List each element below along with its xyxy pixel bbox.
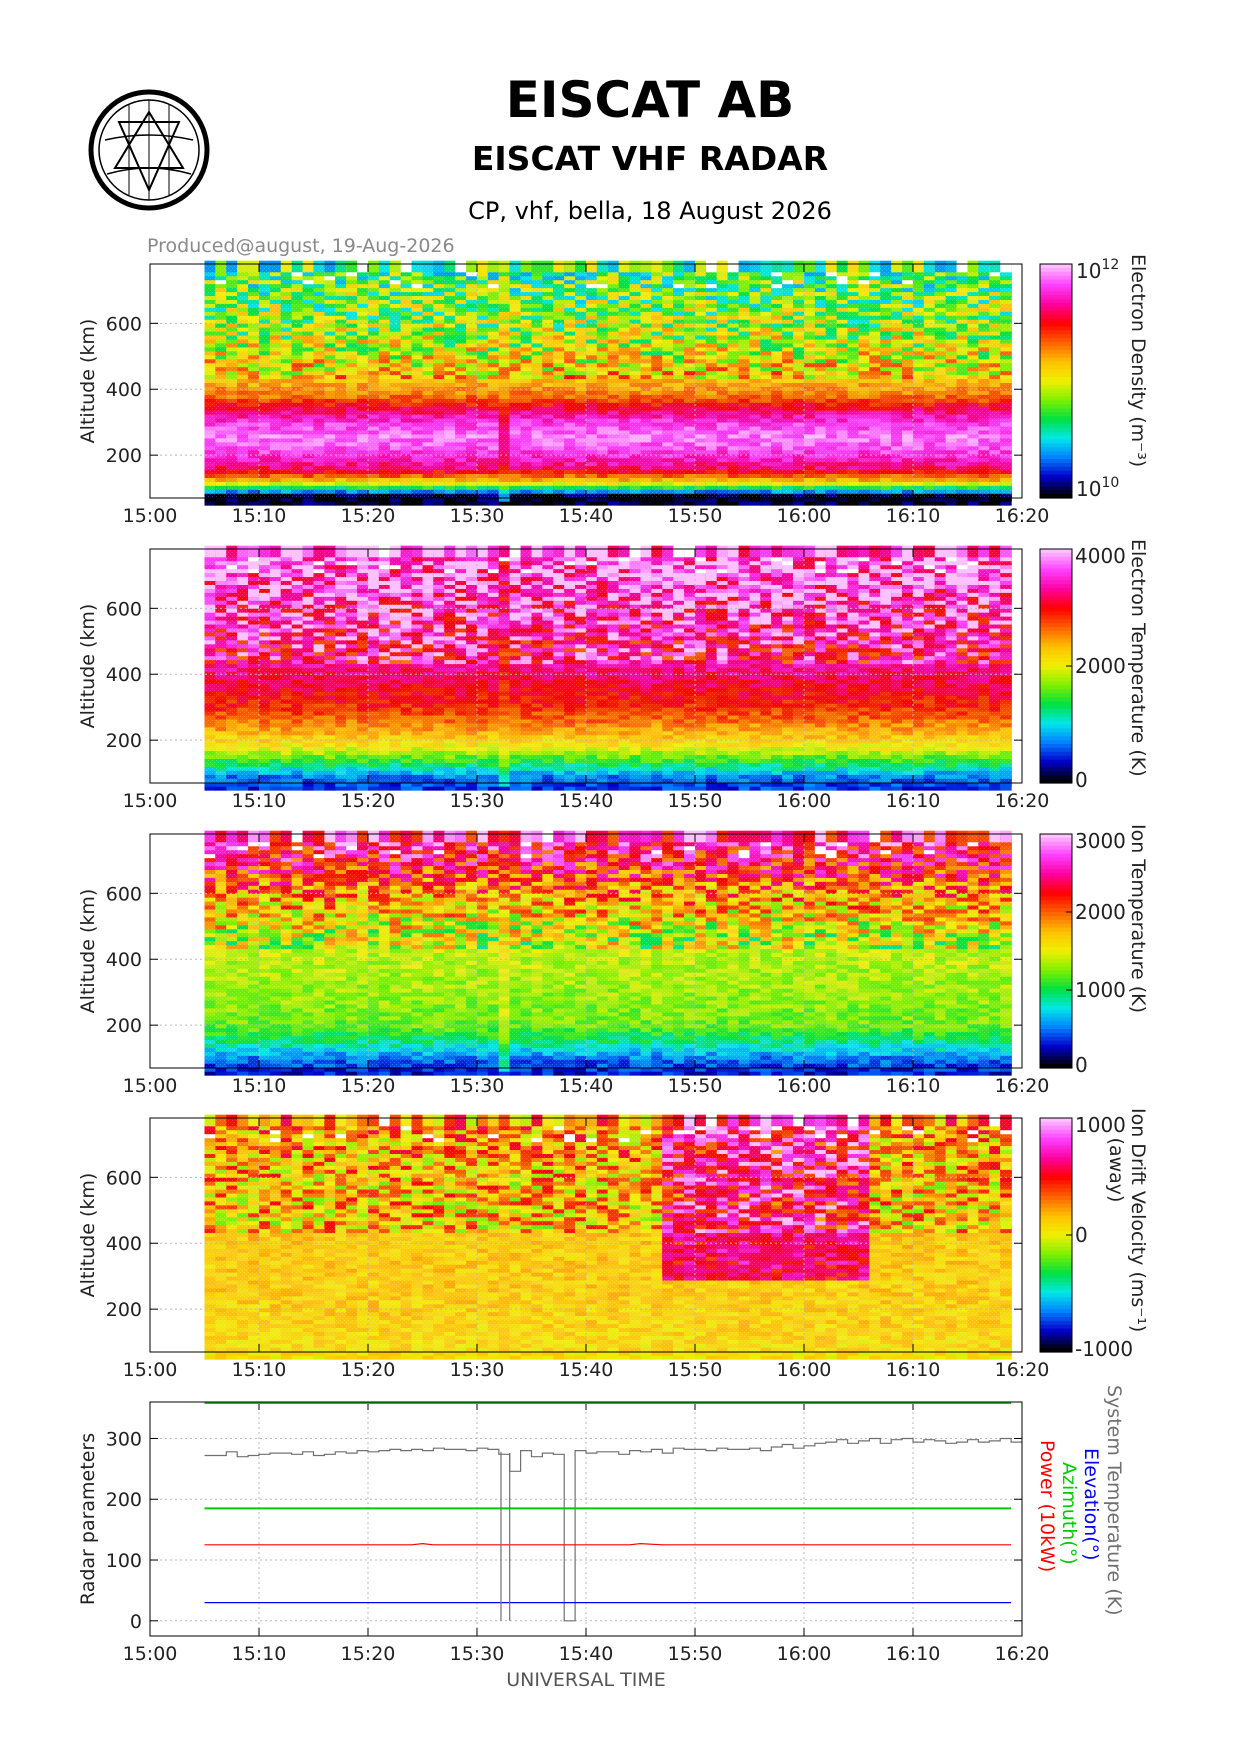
colorbar-segment (1040, 279, 1072, 285)
colorbar-segment (1040, 264, 1072, 269)
colorbar-segment (1040, 459, 1072, 464)
colorbar-segment (1040, 451, 1072, 456)
colorbar-segment (1040, 342, 1072, 347)
colorbar-segment (1040, 478, 1072, 483)
colorbar-segment (1040, 365, 1072, 370)
plot-panels: 15:00 15:10 15:20 15:30 15:40 15:50 16:00 16:10… (77, 254, 1149, 1691)
colorbar-segment (1040, 287, 1072, 292)
y-axis-label: Altitude (km) (77, 319, 99, 444)
x-tick-label: 15:20 (341, 505, 396, 527)
colorbar-segment (1040, 443, 1072, 448)
colorbar-segment (1040, 318, 1072, 324)
colorbar-segment (1040, 322, 1072, 327)
colorbar-label: Electron Density (m⁻³) (1127, 254, 1149, 467)
colorbar-segment (1040, 353, 1072, 359)
colorbar-segment (1040, 462, 1072, 468)
colorbar-segment (1040, 267, 1072, 273)
colorbar-segment (1040, 455, 1072, 460)
x-tick-label: 15:30 (450, 505, 505, 527)
colorbar-segment (1040, 486, 1072, 491)
colorbar-segment (1040, 373, 1072, 378)
colorbar: 1012 1010 Electron Density (m⁻³) (1039, 254, 1149, 501)
colorbar-segment (1040, 404, 1072, 409)
colorbar-segment (1040, 412, 1072, 417)
y-tick-label: 400 (106, 379, 142, 401)
colorbar-frame (1039, 263, 1073, 499)
colorbar-segment (1040, 435, 1072, 441)
colorbar-segment (1040, 400, 1072, 405)
colorbar-segment (1040, 314, 1072, 320)
y-tick-label: 600 (106, 313, 142, 335)
plot-frame (149, 263, 1023, 499)
colorbar-segment (1040, 369, 1072, 374)
colorbar-segment (1040, 466, 1072, 472)
colorbar-segment (1040, 396, 1072, 402)
x-tick-label: 16:20 (995, 505, 1050, 527)
x-tick-label: 15:40 (559, 505, 614, 527)
colorbar-segment (1040, 490, 1072, 495)
colorbar-segment (1040, 345, 1072, 351)
colorbar-segment (1040, 310, 1072, 316)
experiment-subtitle: CP, vhf, bella, 18 August 2026 (468, 197, 832, 225)
colorbar-segment (1040, 381, 1072, 386)
colorbar-segment (1040, 420, 1072, 425)
produced-note: Produced@august, 19-Aug-2026 (147, 235, 455, 257)
colorbar-segment (1040, 295, 1072, 300)
colorbar-segment (1040, 303, 1072, 308)
colorbar-segment (1040, 326, 1072, 331)
colorbar-segment (1040, 494, 1072, 499)
colorbar-segment (1040, 384, 1072, 390)
x-tick-label: 15:50 (668, 505, 723, 527)
colorbar-segment (1040, 275, 1072, 281)
radar-title: EISCAT VHF RADAR (472, 139, 828, 178)
colorbar-segment (1040, 427, 1072, 433)
colorbar-segment (1040, 439, 1072, 444)
colorbar-segment (1040, 482, 1072, 487)
colorbar-segment (1040, 349, 1072, 355)
colorbar-segment (1040, 447, 1072, 452)
x-tick-label: 16:00 (777, 505, 832, 527)
panel-electron-temperature: 15:00 15:10 15:20 15:30 15:40 15:50 16:00 16:10… (77, 539, 1149, 812)
colorbar-segment (1040, 334, 1072, 339)
colorbar-segment (1040, 357, 1072, 363)
colorbar-segment (1040, 361, 1072, 366)
colorbar-segment (1040, 392, 1072, 398)
colorbar-segment (1040, 306, 1072, 312)
colorbar-segment (1040, 423, 1072, 429)
colorbar-segment (1040, 431, 1072, 437)
y-tick-label: 200 (106, 445, 142, 467)
organization-title: EISCAT AB (506, 71, 795, 129)
colorbar-tick-label: 1010 (1076, 475, 1119, 501)
colorbar-segment (1040, 388, 1072, 394)
colorbar-segment (1040, 299, 1072, 304)
colorbar-segment (1040, 291, 1072, 296)
colorbar-segment (1040, 330, 1072, 335)
panel-electron-density: 15:00 15:10 15:20 15:30 15:40 15:50 16:00 16:10… (77, 254, 1149, 527)
colorbar-segment (1040, 474, 1072, 480)
colorbar-segment (1040, 271, 1072, 277)
x-tick-label: 16:10 (886, 505, 941, 527)
x-tick-label: 15:10 (232, 505, 287, 527)
colorbar-segment (1040, 283, 1072, 288)
x-tick-label: 15:00 (123, 505, 178, 527)
colorbar-segment (1040, 408, 1072, 413)
eiscat-logo (88, 89, 210, 211)
colorbar-segment (1040, 416, 1072, 421)
colorbar-segment (1040, 470, 1072, 476)
colorbar-segment (1040, 338, 1072, 343)
dither-overlay (204, 264, 1012, 498)
colorbar-segment (1040, 377, 1072, 382)
colorbar-tick-label: 1012 (1076, 257, 1119, 283)
